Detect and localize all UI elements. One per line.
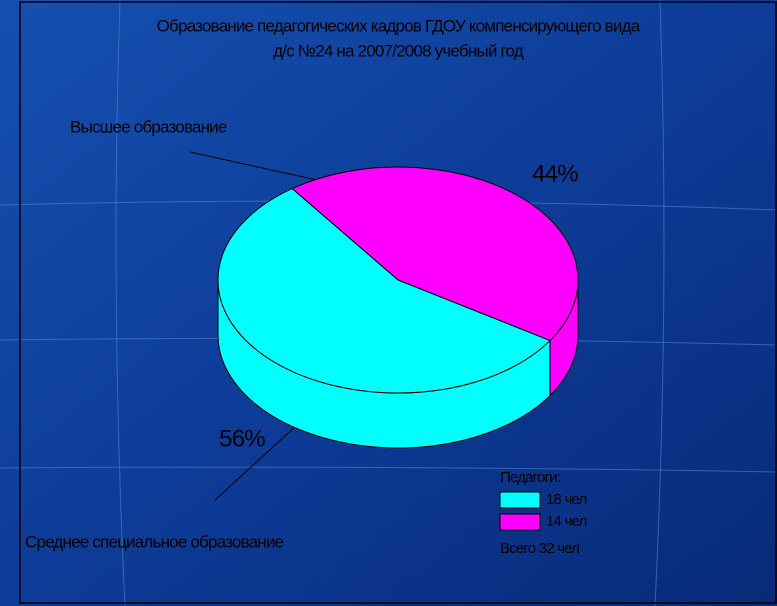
legend-label: 18 чел bbox=[546, 491, 587, 508]
chart-frame bbox=[19, 1, 777, 604]
category-label: Высшее образование bbox=[70, 117, 227, 136]
legend-footer: Всего 32 чел bbox=[500, 540, 579, 557]
value-label: 44% bbox=[532, 160, 578, 187]
legend-title: Педагоги: bbox=[500, 469, 560, 486]
legend-swatch bbox=[499, 513, 541, 531]
pie bbox=[217, 166, 579, 449]
chart-title: Образование педагогических кадров ГДОУ к… bbox=[157, 16, 641, 35]
pie-slice bbox=[217, 187, 551, 394]
pie-slice bbox=[291, 166, 579, 342]
chart-title: д/с №24 на 2007/2008 учебный год bbox=[273, 41, 524, 60]
category-label: Среднее специальное образование bbox=[25, 532, 284, 551]
labels: 44% 56% Высшее образование Среднее специаль… bbox=[25, 117, 587, 556]
legend-label: 14 чел bbox=[546, 513, 587, 530]
legend-swatch bbox=[499, 491, 541, 509]
value-label: 56% bbox=[219, 425, 265, 452]
